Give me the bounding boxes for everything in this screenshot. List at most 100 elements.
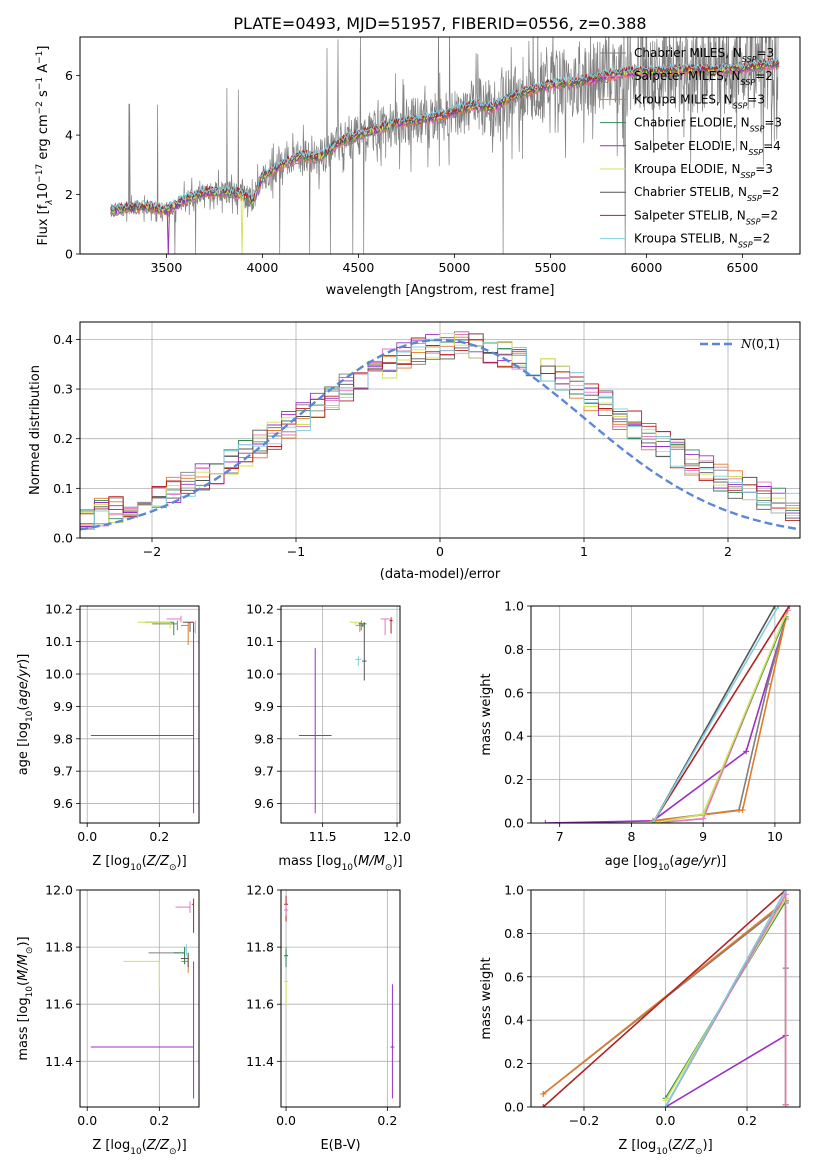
legend: N(0,1) bbox=[700, 337, 780, 351]
label-part: ( bbox=[142, 1138, 147, 1153]
x-tick-label: 1 bbox=[580, 544, 588, 559]
weight-line-8 bbox=[664, 890, 787, 1107]
label-part: erg cm bbox=[36, 114, 51, 163]
model-line-4 bbox=[110, 59, 780, 254]
label-part: )] bbox=[703, 1138, 713, 1153]
label-part: Z [log bbox=[92, 1138, 130, 1153]
legend-sub: SSP bbox=[738, 240, 753, 249]
label-part: ( bbox=[669, 854, 674, 869]
label-part: −1 bbox=[35, 51, 45, 64]
x-tick-label: 11.5 bbox=[309, 829, 337, 844]
y-axis-label: mass weight bbox=[479, 673, 494, 755]
label-part: Z/Z bbox=[146, 854, 170, 869]
observed-spectrum-line bbox=[110, 37, 779, 254]
x-tick-label: 6500 bbox=[726, 260, 758, 275]
x-tick-label: 0 bbox=[436, 544, 444, 559]
label-part: M/M bbox=[16, 954, 31, 981]
y-tick-label: 0.8 bbox=[504, 642, 524, 657]
y-tick-label: 9.6 bbox=[53, 796, 73, 811]
mass-weight-vs-Z-panel: −0.2 0.0 0.2 0.0 0.2 0.4 0.6 0.8 1.0 mass weight Z… bbox=[479, 883, 801, 1157]
legend-name: Kroupa STELIB, N bbox=[634, 232, 738, 246]
label-part: s bbox=[36, 90, 51, 101]
legend-sub: SSP bbox=[733, 101, 748, 110]
label-part: ( bbox=[16, 981, 31, 986]
label-part: −17 bbox=[35, 164, 45, 183]
axes-frame bbox=[280, 605, 401, 824]
plot-area bbox=[110, 37, 780, 254]
legend-entry: Salpeter ELODIE, NSSP=4 bbox=[634, 139, 781, 157]
legend-entry: Chabrier MILES, NSSP=3 bbox=[634, 46, 774, 64]
weight-line-7 bbox=[652, 606, 790, 823]
x-tick-label: 5000 bbox=[438, 260, 470, 275]
label-part: age [log bbox=[16, 722, 31, 775]
legend-name: Salpeter ELODIE, N bbox=[634, 139, 748, 153]
weight-line-4 bbox=[545, 618, 787, 823]
y-axis-label: Flux [fλ10−17 erg cm−2 s−1 A−1] bbox=[35, 46, 55, 246]
label-part: Z/Z bbox=[146, 1138, 170, 1153]
legend-symbol: N bbox=[740, 337, 752, 351]
y-tick-label: 0.8 bbox=[504, 926, 524, 941]
plot-area bbox=[90, 898, 195, 1099]
x-tick-label: 0.0 bbox=[77, 1113, 97, 1128]
legend-entry: Kroupa MILES, NSSP=3 bbox=[634, 92, 765, 110]
label-part: 10 bbox=[130, 863, 142, 873]
x-tick-label: 8 bbox=[627, 829, 635, 844]
legend-suffix: =2 bbox=[753, 232, 771, 246]
y-tick-label: 9.7 bbox=[254, 764, 274, 779]
legend-suffix: =2 bbox=[762, 185, 780, 199]
label-part: )] bbox=[16, 654, 31, 664]
x-tick-label: 0.2 bbox=[149, 829, 169, 844]
grid-lines bbox=[281, 889, 400, 1107]
legend-suffix: =3 bbox=[755, 162, 773, 176]
label-part: ( bbox=[668, 1138, 673, 1153]
y-tick-label: 10.0 bbox=[246, 667, 274, 682]
x-tick-label: 6000 bbox=[630, 260, 662, 275]
y-tick-label: 11.4 bbox=[246, 1054, 274, 1069]
x-tick-label: 0.2 bbox=[737, 1113, 757, 1128]
y-tick-label: 6 bbox=[65, 68, 73, 83]
y-tick-label: 10.2 bbox=[246, 602, 274, 617]
label-part: ( bbox=[142, 854, 147, 869]
plot-area bbox=[90, 615, 196, 814]
label-part: mass [log bbox=[16, 997, 31, 1060]
label-part: −2 bbox=[35, 101, 45, 114]
label-part: ⊙ bbox=[25, 947, 35, 955]
x-axis-label: mass [log10(M/M⊙)] bbox=[278, 854, 402, 873]
label-part: A bbox=[36, 64, 51, 77]
x-axis-label: age [log10(age/yr)] bbox=[605, 854, 727, 873]
x-tick-label: 0.0 bbox=[656, 1113, 676, 1128]
x-tick-label: −0.2 bbox=[569, 1113, 599, 1128]
label-part: −1 bbox=[35, 77, 45, 90]
label-part: ⊙ bbox=[385, 863, 393, 873]
y-tick-label: 9.9 bbox=[254, 699, 274, 714]
grid-lines bbox=[80, 606, 199, 823]
legend-suffix: =2 bbox=[755, 69, 773, 83]
y-tick-label: 0.2 bbox=[504, 772, 524, 787]
legend-entry: Kroupa STELIB, NSSP=2 bbox=[634, 232, 770, 250]
y-tick-label: 1.0 bbox=[504, 883, 524, 898]
y-tick-label: 0 bbox=[65, 247, 73, 262]
legend-entry: Salpeter STELIB, NSSP=2 bbox=[634, 208, 778, 226]
label-part: )] bbox=[177, 854, 187, 869]
axes-frame bbox=[280, 889, 401, 1108]
x-tick-label: 4500 bbox=[342, 260, 374, 275]
label-part: Z/Z bbox=[672, 1138, 696, 1153]
x-axis-label: Z [log10(Z/Z⊙)] bbox=[618, 1138, 712, 1157]
legend-entry: Salpeter MILES, NSSP=2 bbox=[634, 69, 773, 87]
label-part: Z [log bbox=[92, 854, 130, 869]
y-axis-label: mass [log10(M/M⊙)] bbox=[16, 936, 35, 1060]
y-tick-label: 0.4 bbox=[504, 729, 524, 744]
legend-sub: SSP bbox=[741, 78, 756, 87]
plot-area bbox=[540, 890, 789, 1107]
legend-entry: Chabrier ELODIE, NSSP=3 bbox=[634, 116, 782, 134]
mass-vs-Z-panel: 0.0 0.211.411.611.812.0Z [log10(Z/Z⊙)]mas… bbox=[16, 883, 200, 1157]
x-tick-label: 0.2 bbox=[149, 1113, 169, 1128]
y-tick-label: 10.2 bbox=[45, 602, 73, 617]
y-tick-label: 1.0 bbox=[504, 599, 524, 614]
legend-args: (0,1) bbox=[752, 337, 780, 351]
label-part: )] bbox=[392, 854, 402, 869]
x-tick-label: −1 bbox=[287, 544, 305, 559]
age-vs-mass-panel: 11.5 12.0 9.6 9.7 9.8 9.9 10.0 10.1 10.2 mass [lo… bbox=[246, 602, 411, 873]
x-axis-label: (data-model)/error bbox=[380, 567, 501, 582]
figure-title: PLATE=0493, MJD=51957, FIBERID=0556, z=0… bbox=[233, 14, 646, 33]
